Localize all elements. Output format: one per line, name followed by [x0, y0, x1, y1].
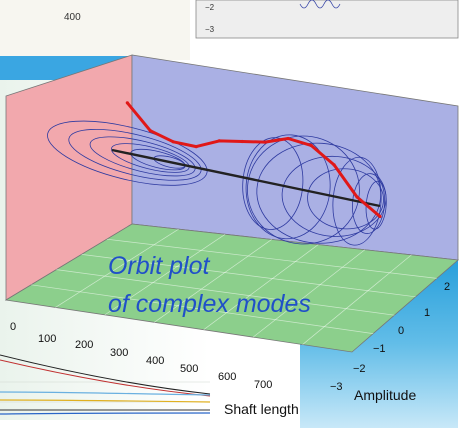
- background-wave: [299, 0, 341, 9]
- data-point: [125, 101, 129, 105]
- y-tick-label: −3: [330, 381, 343, 393]
- background-curve: [0, 354, 211, 395]
- x-tick-label: 700: [254, 379, 272, 391]
- orbit-ellipse: [352, 173, 386, 234]
- grid-line: [252, 249, 366, 338]
- grid-line: [56, 269, 395, 316]
- background-tick: 300: [110, 347, 128, 359]
- background-tick-top: 400: [64, 12, 81, 23]
- grid-line: [203, 244, 319, 330]
- series-line: [111, 148, 381, 208]
- orbit-ellipse: [307, 168, 384, 230]
- orbit-ellipse: [110, 143, 190, 173]
- background-curve: [0, 359, 211, 397]
- background-tick: −3: [205, 25, 215, 34]
- orbit-ellipse: [332, 156, 382, 246]
- data-point: [378, 214, 382, 219]
- grid-line: [154, 239, 272, 323]
- x-tick-labels: 600 700: [218, 371, 272, 391]
- x-axis-label: Shaft length: [224, 401, 299, 417]
- background-tick: −2: [205, 3, 215, 12]
- data-point: [332, 163, 336, 167]
- y-tick-label: 0: [398, 325, 404, 337]
- data-point: [148, 129, 152, 133]
- grid-line: [55, 228, 179, 308]
- y-tick-label: 2: [444, 281, 450, 293]
- background-plot-top-left: [0, 0, 190, 60]
- x-tick-label: 600: [218, 371, 236, 383]
- background-curve: [0, 391, 211, 396]
- background-tick: 200: [75, 339, 93, 351]
- y-tick-labels: −3 −2 −1 0 1 2: [330, 281, 450, 393]
- background-tick: 400: [146, 355, 164, 367]
- grid-line: [104, 233, 226, 316]
- grid-line: [106, 238, 437, 279]
- orbit-ellipse: [68, 128, 202, 181]
- orbit-ellipses: [47, 120, 387, 246]
- orbit-ellipse: [245, 134, 331, 240]
- y-tick-label: 1: [424, 307, 430, 319]
- orbit-ellipse: [89, 136, 196, 177]
- data-point: [194, 145, 198, 149]
- data-point: [286, 136, 290, 141]
- floor: [4, 223, 459, 353]
- data-point: [355, 195, 359, 199]
- background-tick: 500: [180, 363, 198, 375]
- data-point: [171, 140, 175, 144]
- chart-title-line-2: of complex modes: [108, 290, 311, 318]
- grid-line: [31, 284, 374, 334]
- background-tick: 100: [38, 333, 56, 345]
- y-axis-label: Amplitude: [354, 387, 416, 403]
- y-tick-label: −1: [373, 343, 386, 355]
- data-point: [263, 140, 267, 144]
- data-point: [240, 139, 244, 144]
- orbit-ellipse: [256, 142, 382, 244]
- background-plot-top-right: [195, 0, 459, 39]
- orbit-ellipse: [47, 120, 208, 186]
- background-curve: [0, 399, 211, 403]
- grid-line: [302, 254, 412, 345]
- data-point: [217, 139, 221, 143]
- data-point: [309, 143, 313, 147]
- background-curve: [0, 412, 211, 415]
- grid-line: [81, 254, 416, 298]
- chart-title-line-1: Orbit plot: [108, 252, 210, 280]
- series-line: [126, 101, 381, 218]
- data-points: [125, 101, 382, 219]
- grid-lines: [31, 228, 437, 345]
- y-tick-label: −2: [353, 363, 366, 375]
- orbit-ellipse: [247, 135, 360, 245]
- background-tick: 0: [10, 321, 16, 333]
